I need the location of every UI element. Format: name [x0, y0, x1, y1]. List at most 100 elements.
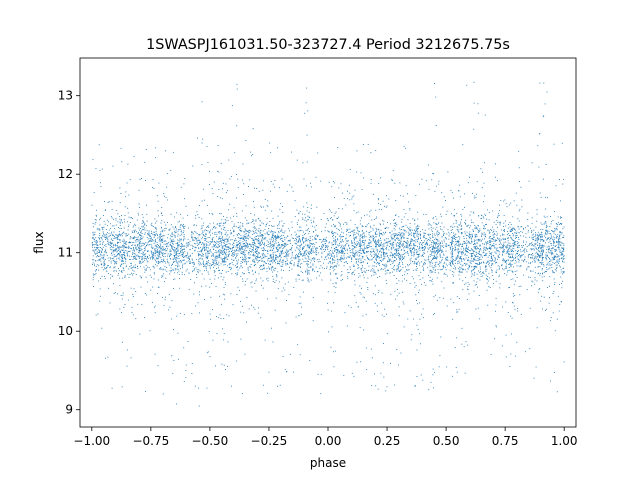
data-point [223, 317, 225, 319]
data-point [409, 207, 411, 209]
data-point [329, 268, 331, 270]
data-point [346, 257, 347, 259]
data-point [510, 223, 512, 225]
data-point [463, 258, 465, 260]
data-point [534, 261, 536, 263]
data-point [504, 231, 505, 233]
data-point [120, 264, 122, 265]
data-point [375, 218, 377, 219]
data-point [134, 237, 136, 238]
data-point [416, 299, 417, 301]
data-point [359, 237, 361, 239]
data-point [191, 258, 193, 260]
data-point [294, 240, 296, 241]
data-point [473, 243, 475, 245]
data-point [433, 217, 435, 219]
data-point [206, 226, 208, 228]
data-point [506, 251, 508, 252]
data-point [137, 233, 139, 235]
data-point [273, 235, 275, 237]
data-point [511, 251, 513, 253]
data-point [115, 217, 117, 219]
data-point [164, 255, 166, 257]
data-point [528, 253, 530, 255]
data-point [98, 228, 100, 230]
data-point [395, 214, 397, 216]
data-point [506, 206, 508, 208]
data-point [257, 238, 259, 240]
data-point [461, 252, 462, 254]
data-point [154, 240, 156, 242]
data-point [154, 248, 156, 250]
data-point [128, 233, 130, 235]
data-point [421, 249, 423, 251]
data-point [94, 274, 96, 275]
data-point [267, 244, 269, 245]
data-point [401, 232, 402, 234]
data-point [328, 231, 330, 233]
data-point [379, 276, 381, 277]
data-point [509, 234, 510, 236]
data-point [511, 237, 512, 239]
data-point [99, 295, 101, 297]
data-point [153, 272, 155, 274]
data-point [121, 256, 123, 258]
data-point [278, 262, 280, 264]
data-point [101, 227, 103, 228]
data-point [364, 259, 366, 261]
data-point [229, 233, 231, 235]
data-point [175, 265, 177, 266]
data-point [466, 240, 468, 242]
data-point [372, 293, 374, 295]
data-point [205, 255, 207, 257]
data-point [351, 198, 353, 200]
data-point [222, 252, 224, 254]
data-point [378, 182, 380, 184]
data-point [391, 249, 393, 251]
data-point [215, 227, 217, 229]
data-point [199, 264, 201, 266]
data-point [458, 241, 460, 243]
data-point [407, 241, 409, 243]
data-point [124, 276, 126, 278]
data-point [224, 219, 226, 220]
data-point [297, 265, 298, 267]
data-point [153, 266, 155, 268]
data-point [129, 238, 131, 240]
data-point [349, 235, 351, 237]
data-point [182, 253, 184, 255]
data-point [153, 235, 155, 237]
data-point [263, 248, 265, 250]
data-point [268, 267, 270, 269]
data-point [220, 162, 222, 164]
data-point [213, 222, 214, 224]
data-point [524, 244, 526, 246]
data-point [222, 240, 224, 241]
data-point [560, 276, 562, 278]
data-point [242, 226, 244, 228]
data-point [145, 264, 147, 266]
data-point [433, 250, 435, 252]
data-point [560, 222, 561, 224]
data-point [414, 220, 416, 222]
data-point [195, 243, 197, 245]
data-point [132, 238, 134, 240]
data-point [560, 301, 562, 303]
data-point [471, 269, 473, 271]
data-point [551, 267, 553, 268]
data-point [121, 259, 123, 261]
data-point [315, 229, 317, 231]
data-point [559, 242, 561, 243]
data-point [262, 223, 264, 225]
data-point [214, 255, 216, 257]
data-point [561, 233, 563, 235]
data-point [119, 308, 121, 310]
data-point [163, 260, 165, 262]
data-point [417, 254, 419, 255]
data-point [264, 237, 266, 239]
data-point [409, 245, 411, 247]
data-point [123, 227, 125, 229]
data-point [386, 255, 388, 257]
data-point [486, 252, 488, 254]
data-point [140, 232, 142, 234]
